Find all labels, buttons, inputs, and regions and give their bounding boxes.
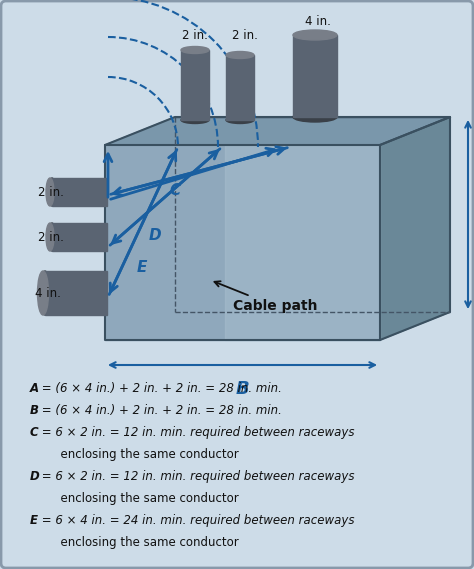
Text: enclosing the same conductor: enclosing the same conductor — [38, 536, 239, 549]
Text: = 6 × 2 in. = 12 in. min. required between raceways: = 6 × 2 in. = 12 in. min. required betwe… — [38, 470, 355, 483]
Bar — [226, 55, 254, 120]
Text: D: D — [149, 228, 161, 243]
Text: A: A — [30, 382, 39, 395]
Text: 2 in.: 2 in. — [232, 29, 258, 42]
Bar — [52, 223, 107, 251]
Text: D: D — [30, 470, 40, 483]
Text: = 6 × 4 in. = 24 in. min. required between raceways: = 6 × 4 in. = 24 in. min. required betwe… — [38, 514, 355, 527]
Ellipse shape — [181, 117, 209, 123]
Text: enclosing the same conductor: enclosing the same conductor — [38, 492, 239, 505]
Polygon shape — [105, 145, 380, 340]
Text: E: E — [137, 260, 147, 275]
Text: 4 in.: 4 in. — [35, 287, 61, 299]
Ellipse shape — [46, 223, 54, 251]
Polygon shape — [380, 117, 450, 340]
Ellipse shape — [48, 178, 56, 206]
Text: = 6 × 2 in. = 12 in. min. required between raceways: = 6 × 2 in. = 12 in. min. required betwe… — [38, 426, 355, 439]
Text: 2 in.: 2 in. — [182, 29, 208, 42]
Text: B: B — [236, 380, 249, 398]
Text: = (6 × 4 in.) + 2 in. + 2 in. = 28 in. min.: = (6 × 4 in.) + 2 in. + 2 in. = 28 in. m… — [38, 404, 282, 417]
Text: C: C — [169, 183, 181, 198]
Text: enclosing the same conductor: enclosing the same conductor — [38, 448, 239, 461]
Ellipse shape — [48, 223, 56, 251]
Text: 2 in.: 2 in. — [38, 230, 64, 244]
Polygon shape — [225, 145, 380, 340]
Bar — [52, 178, 107, 206]
Ellipse shape — [37, 271, 48, 315]
Text: 4 in.: 4 in. — [305, 15, 331, 28]
Bar — [293, 35, 337, 117]
Bar — [45, 271, 107, 315]
Ellipse shape — [226, 117, 254, 123]
Text: = (6 × 4 in.) + 2 in. + 2 in. = 28 in. min.: = (6 × 4 in.) + 2 in. + 2 in. = 28 in. m… — [38, 382, 282, 395]
Ellipse shape — [181, 47, 209, 53]
Ellipse shape — [226, 52, 254, 59]
Polygon shape — [105, 117, 450, 145]
Text: C: C — [30, 426, 38, 439]
Text: 2 in.: 2 in. — [38, 185, 64, 199]
Text: Cable path: Cable path — [214, 281, 317, 313]
Text: E: E — [30, 514, 38, 527]
Text: B: B — [30, 404, 39, 417]
Ellipse shape — [39, 271, 51, 315]
Ellipse shape — [293, 112, 337, 122]
Bar — [181, 50, 209, 120]
Ellipse shape — [46, 178, 54, 206]
Ellipse shape — [293, 30, 337, 40]
